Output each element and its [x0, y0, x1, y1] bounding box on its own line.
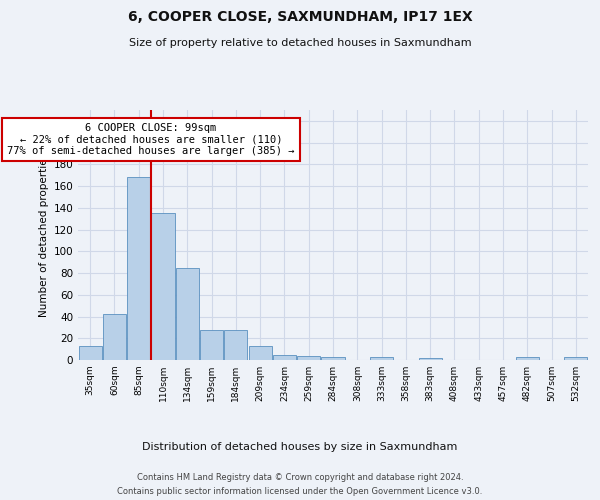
Y-axis label: Number of detached properties: Number of detached properties — [39, 153, 49, 317]
Bar — [79, 346, 101, 360]
Bar — [297, 356, 320, 360]
Text: Contains HM Land Registry data © Crown copyright and database right 2024.: Contains HM Land Registry data © Crown c… — [137, 472, 463, 482]
Bar — [248, 346, 272, 360]
Bar — [176, 268, 199, 360]
Bar — [370, 356, 393, 360]
Bar — [516, 356, 539, 360]
Bar — [565, 356, 587, 360]
Text: Size of property relative to detached houses in Saxmundham: Size of property relative to detached ho… — [128, 38, 472, 48]
Text: Distribution of detached houses by size in Saxmundham: Distribution of detached houses by size … — [142, 442, 458, 452]
Bar — [200, 330, 223, 360]
Bar — [103, 314, 126, 360]
Text: 6, COOPER CLOSE, SAXMUNDHAM, IP17 1EX: 6, COOPER CLOSE, SAXMUNDHAM, IP17 1EX — [128, 10, 472, 24]
Bar — [419, 358, 442, 360]
Text: 6 COOPER CLOSE: 99sqm
← 22% of detached houses are smaller (110)
77% of semi-det: 6 COOPER CLOSE: 99sqm ← 22% of detached … — [7, 123, 295, 156]
Text: Contains public sector information licensed under the Open Government Licence v3: Contains public sector information licen… — [118, 488, 482, 496]
Bar — [322, 356, 344, 360]
Bar — [224, 330, 247, 360]
Bar — [151, 214, 175, 360]
Bar — [273, 354, 296, 360]
Bar — [127, 178, 150, 360]
